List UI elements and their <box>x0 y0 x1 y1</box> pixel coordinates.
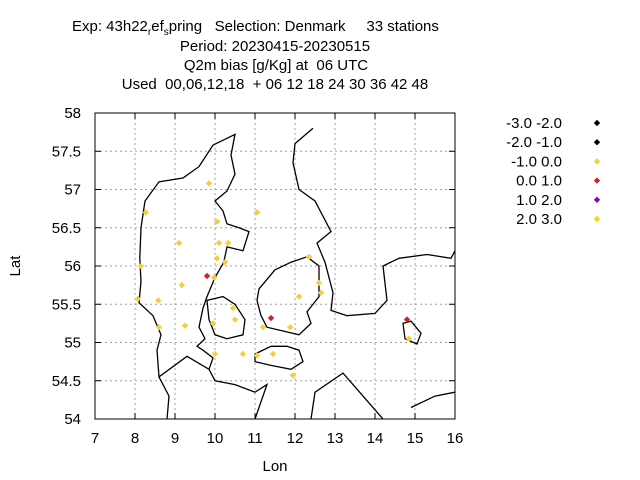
coast-pomerania <box>410 391 456 409</box>
y-tick-label: 54 <box>64 411 81 428</box>
station-point <box>403 316 411 323</box>
title-exp-prefix: Exp: 43h22 <box>72 18 148 35</box>
y-tick-label: 57.5 <box>52 143 81 160</box>
legend-marker <box>593 177 601 184</box>
station-point <box>155 297 162 304</box>
x-tick-label: 13 <box>327 430 344 447</box>
y-tick-label: 56 <box>64 258 81 275</box>
station-point <box>213 255 221 262</box>
legend-label: -2.0 -1.0 <box>506 134 562 151</box>
coast-sweden <box>292 127 456 317</box>
legend-marker <box>593 196 601 203</box>
legend-label: -3.0 -2.0 <box>506 115 562 132</box>
station-point <box>239 350 247 358</box>
station-point <box>405 335 413 342</box>
legend-label: 2.0 3.0 <box>516 211 562 228</box>
station-point <box>225 239 232 247</box>
station-point <box>181 322 189 329</box>
x-tick-label: 16 <box>447 430 464 447</box>
x-tick-label: 11 <box>247 430 263 447</box>
legend-marker <box>593 215 601 223</box>
variable-line: Q2m bias [g/Kg] at 06 UTC <box>183 57 369 74</box>
station-point <box>259 324 267 331</box>
y-tick-label: 55.5 <box>52 296 81 313</box>
title-sub-1: r <box>147 27 152 38</box>
legend-marker <box>593 139 601 146</box>
station-point <box>211 350 219 358</box>
x-tick-label: 15 <box>407 430 424 447</box>
period-line: Period: 20230415-20230515 <box>179 38 371 55</box>
station-point <box>231 316 239 323</box>
plot-grid <box>95 113 455 419</box>
title-sub-2: s <box>163 27 169 38</box>
station-markers <box>134 180 413 379</box>
x-tick-label: 12 <box>287 430 304 447</box>
station-point <box>269 350 277 358</box>
coast-poland <box>310 372 384 420</box>
station-point <box>213 218 221 225</box>
y-tick-label: 58 <box>64 105 81 122</box>
coast-jutland <box>138 133 250 379</box>
legend-marker <box>593 119 601 127</box>
station-point <box>209 320 217 327</box>
coast-lolland <box>254 345 304 370</box>
title-line: Exp: 43h22refspring Selection: Denmark 3… <box>72 18 439 42</box>
coast-zealand <box>256 256 320 336</box>
station-point <box>289 372 297 379</box>
x-tick-label: 8 <box>131 430 139 447</box>
x-tick-label: 9 <box>171 430 179 447</box>
x-tick-label: 14 <box>367 430 384 447</box>
x-tick-label: 7 <box>91 430 99 447</box>
station-point <box>253 352 261 359</box>
station-point <box>221 258 229 266</box>
y-tick-label: 56.5 <box>52 220 81 237</box>
station-point <box>287 324 294 331</box>
legend-label: -1.0 0.0 <box>511 153 562 170</box>
station-point <box>178 281 185 289</box>
legend: -3.0 -2.0 -2.0 -1.0 -1.0 0.0 0.0 1.0 1.0 2.0… <box>506 115 601 228</box>
station-point <box>229 304 237 312</box>
station-point <box>305 253 313 261</box>
y-tick-label: 54.5 <box>52 373 81 390</box>
station-point <box>215 239 223 247</box>
coast-germany-east <box>208 368 269 420</box>
title-exp-mid: ef <box>151 18 164 35</box>
station-point <box>155 324 163 331</box>
station-point <box>211 274 218 281</box>
legend-label: 1.0 2.0 <box>516 192 562 209</box>
coast-germany <box>158 376 170 420</box>
station-point <box>253 209 261 216</box>
coastline-map <box>138 127 456 420</box>
x-axis-label: Lon <box>262 458 287 475</box>
y-axis-label: Lat <box>7 255 24 277</box>
station-point <box>267 314 275 322</box>
station-point <box>175 239 183 247</box>
legend-label: 0.0 1.0 <box>516 173 562 190</box>
station-point <box>203 272 211 280</box>
y-tick-label: 57 <box>64 182 81 199</box>
station-point <box>205 180 213 187</box>
used-line: Used 00,06,12,18 + 06 12 18 24 30 36 42 … <box>121 76 429 93</box>
station-point <box>137 262 145 270</box>
legend-marker <box>593 158 601 165</box>
title-exp-suffix: pring Selection: Denmark 33 stations <box>168 18 439 35</box>
coast-bornholm <box>402 320 422 345</box>
station-point <box>295 293 303 300</box>
x-tick-label: 10 <box>207 430 224 447</box>
station-point <box>315 279 323 287</box>
y-axis-ticks: 54 54.5 55 55.5 56 56.5 57 57.5 58 <box>52 105 455 428</box>
station-point <box>134 295 141 303</box>
x-axis-ticks: 7 8 9 10 11 12 13 14 15 16 <box>91 113 464 447</box>
coast-funen <box>206 295 246 340</box>
station-point <box>317 289 325 296</box>
y-tick-label: 55 <box>64 335 81 352</box>
station-point <box>142 209 149 216</box>
